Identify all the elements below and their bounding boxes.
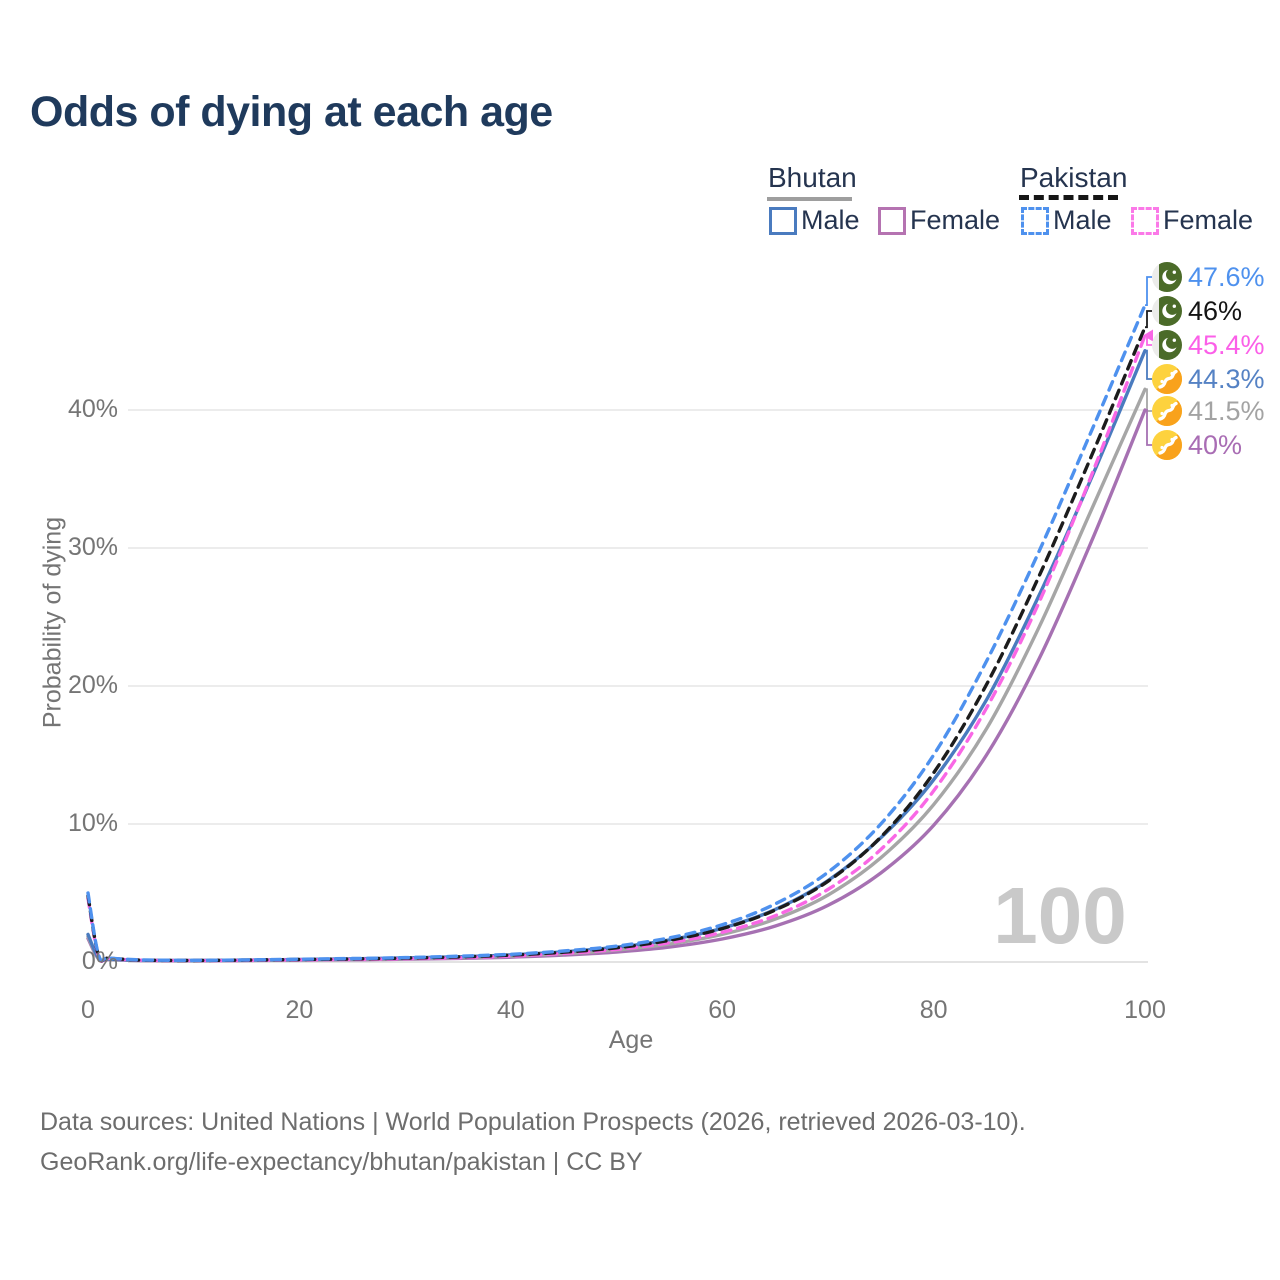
x-axis-title: Age <box>608 1026 654 1054</box>
series-line-pakistan-female[interactable] <box>86 333 1147 964</box>
end-label-connector <box>1145 276 1152 307</box>
end-label-value: 41.5% <box>1188 395 1265 426</box>
x-tick-label: 60 <box>708 996 737 1024</box>
x-tick-label: 40 <box>496 996 525 1024</box>
end-label-connector <box>1145 409 1152 446</box>
y-tick-label: 20% <box>67 671 118 699</box>
pakistan-flag-icon <box>1152 330 1182 360</box>
page-title: Odds of dying at each age <box>30 88 553 136</box>
x-tick-label: 100 <box>1124 996 1166 1024</box>
end-label-pakistan-male[interactable]: 47.6% <box>1152 260 1265 294</box>
pakistan-flag-icon <box>1152 262 1182 292</box>
age-watermark: 100 <box>993 871 1127 960</box>
series-line-pakistan-both[interactable] <box>86 325 1147 963</box>
bhutan-flag-icon <box>1152 364 1182 394</box>
y-tick-label: 40% <box>67 395 118 423</box>
end-label-bhutan-male[interactable]: 44.3% <box>1152 362 1265 396</box>
x-tick-label: 0 <box>81 996 95 1024</box>
y-tick-label: 10% <box>67 809 118 837</box>
end-label-pakistan-both[interactable]: 46% <box>1152 294 1242 328</box>
end-label-value: 45.4% <box>1188 329 1265 360</box>
attribution-link[interactable]: GeoRank.org/life-expectancy/bhutan/pakis… <box>40 1148 643 1176</box>
bhutan-flag-icon <box>1152 396 1182 426</box>
pakistan-male-label[interactable]: Male <box>1053 205 1112 235</box>
end-label-value: 47.6% <box>1188 261 1265 292</box>
bhutan-solid-line-swatch <box>767 197 852 201</box>
end-label-value: 40% <box>1188 429 1243 460</box>
pakistan-flag-icon <box>1152 296 1182 326</box>
y-tick-label: 0% <box>81 947 118 975</box>
end-label-bhutan-female[interactable]: 40% <box>1152 428 1242 462</box>
end-label-value: 44.3% <box>1188 363 1265 394</box>
pakistan-dashed-line-swatch <box>1019 195 1118 200</box>
y-tick-label: 30% <box>67 533 118 561</box>
bhutan-male-swatch[interactable] <box>769 207 797 235</box>
end-label-connector <box>1145 388 1152 412</box>
data-sources-text: Data sources: United Nations | World Pop… <box>40 1108 1026 1136</box>
series-line-pakistan-male[interactable] <box>86 303 1147 963</box>
bhutan-female-label[interactable]: Female <box>910 205 1001 235</box>
pakistan-male-swatch[interactable] <box>1021 207 1049 235</box>
bhutan-female-swatch[interactable] <box>878 207 906 235</box>
connector-arrow <box>1143 329 1153 342</box>
end-label-connector <box>1145 349 1152 380</box>
bhutan-flag-icon <box>1152 430 1182 460</box>
end-label-bhutan-both[interactable]: 41.5% <box>1152 394 1265 428</box>
pakistan-female-label[interactable]: Female <box>1163 205 1254 235</box>
legend-group-bhutan: Bhutan <box>768 162 857 193</box>
end-label-connector <box>1145 310 1152 329</box>
legend-group-pakistan: Pakistan <box>1020 162 1128 193</box>
pakistan-female-swatch[interactable] <box>1131 207 1159 235</box>
x-tick-label: 20 <box>285 996 314 1024</box>
x-tick-label: 80 <box>919 996 948 1024</box>
bhutan-male-label[interactable]: Male <box>801 205 860 235</box>
end-label-pakistan-female[interactable]: 45.4% <box>1152 328 1265 362</box>
end-label-value: 46% <box>1188 295 1243 326</box>
